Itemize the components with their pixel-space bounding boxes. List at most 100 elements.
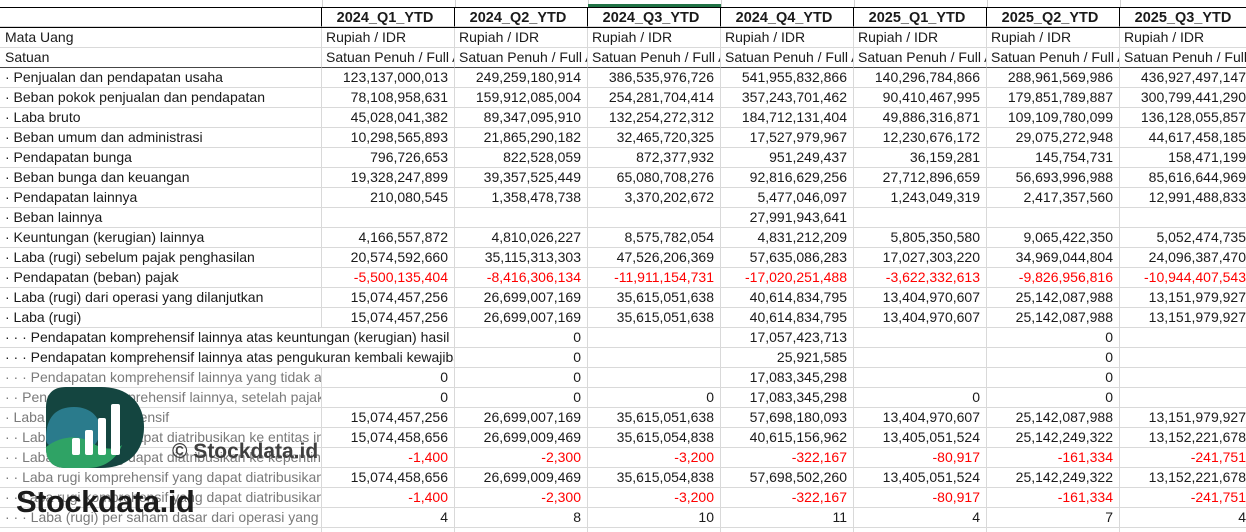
data-cell[interactable]: 0 (987, 368, 1120, 388)
data-cell[interactable]: -3,622,332,613 (854, 268, 987, 288)
data-cell[interactable]: 2,417,357,560 (987, 188, 1120, 208)
data-cell[interactable]: 57,635,086,283 (721, 248, 854, 268)
data-cell[interactable]: 25,142,249,322 (987, 428, 1120, 448)
data-cell[interactable]: 13,404,970,607 (854, 308, 987, 328)
row-label[interactable]: · · · Pendapatan komprehensif lainnya at… (0, 328, 455, 348)
data-cell[interactable]: 9,065,422,350 (987, 228, 1120, 248)
data-cell[interactable]: -161,334 (987, 448, 1120, 468)
data-cell[interactable]: 15,074,458,656 (322, 428, 455, 448)
data-cell[interactable]: 0 (455, 388, 588, 408)
data-cell[interactable]: 123,137,000,013 (322, 68, 455, 88)
data-cell[interactable]: 13,404,970,607 (854, 408, 987, 428)
row-label[interactable]: · Pendapatan bunga (0, 148, 322, 168)
data-cell[interactable]: 10,298,565,893 (322, 128, 455, 148)
data-cell[interactable]: 8 (455, 508, 588, 528)
data-cell[interactable]: Rupiah / IDR (322, 28, 455, 48)
data-cell[interactable]: 4,831,212,209 (721, 228, 854, 248)
data-cell[interactable]: 3,370,202,672 (588, 188, 721, 208)
header-corner-cell[interactable] (0, 8, 322, 27)
data-cell[interactable]: 40,615,156,962 (721, 428, 854, 448)
data-cell[interactable]: 25,142,087,988 (987, 308, 1120, 328)
data-cell[interactable] (588, 208, 721, 228)
row-label[interactable]: Mata Uang (0, 28, 322, 48)
data-cell[interactable]: 0 (987, 328, 1120, 348)
data-cell[interactable]: 0 (455, 368, 588, 388)
data-cell[interactable]: 13,151,979,927 (1120, 288, 1246, 308)
data-cell[interactable]: 25,921,585 (721, 348, 854, 368)
row-label[interactable]: · · · Pendapatan komprehensif lainnya at… (0, 348, 455, 368)
data-cell[interactable]: 45,028,041,382 (322, 108, 455, 128)
data-cell[interactable]: 39,357,525,449 (455, 168, 588, 188)
data-cell[interactable]: -241,751 (1120, 488, 1246, 508)
data-cell[interactable]: 26,699,007,169 (455, 308, 588, 328)
data-cell[interactable] (588, 348, 721, 368)
data-cell[interactable]: 25,142,087,988 (987, 288, 1120, 308)
data-cell[interactable]: 8,575,782,054 (588, 228, 721, 248)
data-cell[interactable] (588, 368, 721, 388)
data-cell[interactable]: 19,328,247,899 (322, 168, 455, 188)
column-header[interactable]: 2024_Q1_YTD (322, 8, 455, 27)
data-cell[interactable]: 44,617,458,185 (1120, 128, 1246, 148)
data-cell[interactable]: 17,083,345,298 (721, 368, 854, 388)
data-cell[interactable]: 0 (322, 368, 455, 388)
data-cell[interactable]: 17,083,345,298 (721, 388, 854, 408)
data-cell[interactable]: 5,805,350,580 (854, 228, 987, 248)
data-cell[interactable]: 5,477,046,097 (721, 188, 854, 208)
data-cell[interactable]: 140,296,784,866 (854, 68, 987, 88)
data-cell[interactable]: -17,020,251,488 (721, 268, 854, 288)
data-cell[interactable]: 13,404,970,607 (854, 288, 987, 308)
data-cell[interactable]: -3,200 (588, 448, 721, 468)
data-cell[interactable]: 17,527,979,967 (721, 128, 854, 148)
data-cell[interactable]: 17,057,423,713 (721, 328, 854, 348)
data-cell[interactable] (588, 328, 721, 348)
data-cell[interactable]: -9,826,956,816 (987, 268, 1120, 288)
data-cell[interactable]: 210,080,545 (322, 188, 455, 208)
data-cell[interactable]: Satuan Penuh / Full A (588, 48, 721, 68)
data-cell[interactable]: -80,917 (854, 488, 987, 508)
data-cell[interactable] (1120, 388, 1246, 408)
data-cell[interactable]: 4 (1120, 508, 1246, 528)
data-cell[interactable]: 357,243,701,462 (721, 88, 854, 108)
data-cell[interactable]: 796,726,653 (322, 148, 455, 168)
data-cell[interactable]: 35,115,313,303 (455, 248, 588, 268)
row-label[interactable]: · · Laba rugi komprehensif yang dapat di… (0, 488, 322, 508)
data-cell[interactable]: 90,410,467,995 (854, 88, 987, 108)
data-cell[interactable]: 145,754,731 (987, 148, 1120, 168)
row-label[interactable]: · Keuntungan (kerugian) lainnya (0, 228, 322, 248)
column-header[interactable]: 2024_Q2_YTD (455, 8, 588, 27)
data-cell[interactable]: 300,799,441,290 (1120, 88, 1246, 108)
data-cell[interactable]: -322,167 (721, 488, 854, 508)
data-cell[interactable]: -5,500,135,404 (322, 268, 455, 288)
data-cell[interactable] (854, 368, 987, 388)
data-cell[interactable]: 109,109,780,099 (987, 108, 1120, 128)
data-cell[interactable]: 49,886,316,871 (854, 108, 987, 128)
data-cell[interactable]: 26,699,007,169 (455, 288, 588, 308)
data-cell[interactable]: 136,128,055,857 (1120, 108, 1246, 128)
data-cell[interactable]: 132,254,272,312 (588, 108, 721, 128)
data-cell[interactable]: 29,075,272,948 (987, 128, 1120, 148)
column-header[interactable]: 2025_Q3_YTD (1120, 8, 1246, 27)
data-cell[interactable]: 4 (854, 508, 987, 528)
data-cell[interactable]: -1,400 (322, 448, 455, 468)
data-cell[interactable] (854, 208, 987, 228)
data-cell[interactable]: 1,243,049,319 (854, 188, 987, 208)
data-cell[interactable]: Satuan Penuh / Full A (987, 48, 1120, 68)
data-cell[interactable]: 4,166,557,872 (322, 228, 455, 248)
column-header[interactable]: 2024_Q4_YTD (721, 8, 854, 27)
data-cell[interactable]: 85,616,644,969 (1120, 168, 1246, 188)
data-cell[interactable]: 254,281,704,414 (588, 88, 721, 108)
data-cell[interactable]: Rupiah / IDR (1120, 28, 1246, 48)
data-cell[interactable]: 56,693,996,988 (987, 168, 1120, 188)
data-cell[interactable]: 15,074,457,256 (322, 408, 455, 428)
data-cell[interactable]: 25,142,249,322 (987, 468, 1120, 488)
row-label[interactable]: Satuan (0, 48, 322, 68)
data-cell[interactable]: -2,300 (455, 448, 588, 468)
row-label[interactable]: · · · Laba (rugi) per saham dasar dari o… (0, 508, 322, 528)
data-cell[interactable] (1120, 368, 1246, 388)
data-cell[interactable]: 13,405,051,524 (854, 428, 987, 448)
data-cell[interactable]: Satuan Penuh / Full A (455, 48, 588, 68)
row-label[interactable]: · Beban umum dan administrasi (0, 128, 322, 148)
data-cell[interactable]: -241,751 (1120, 448, 1246, 468)
row-label[interactable]: · Laba (rugi) dari operasi yang dilanjut… (0, 288, 322, 308)
row-label[interactable]: · Laba bruto (0, 108, 322, 128)
